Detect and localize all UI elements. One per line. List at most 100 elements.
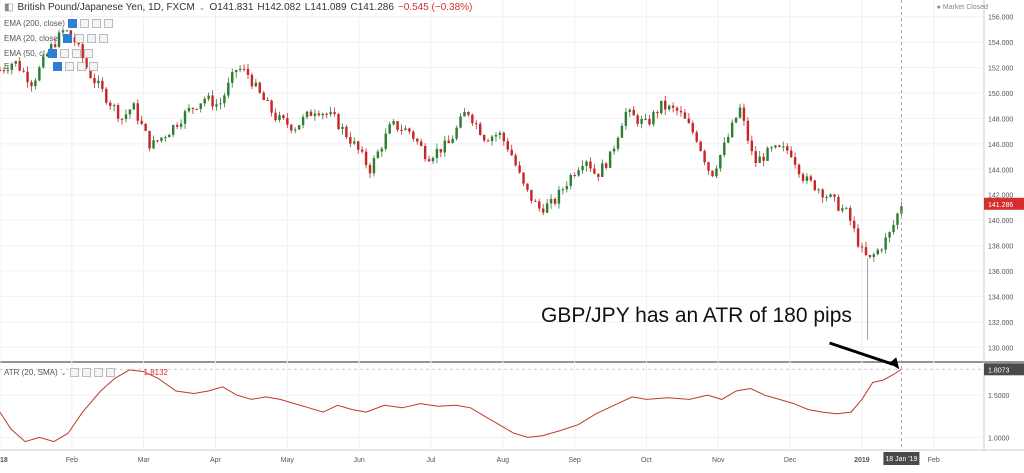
legend-ema-50[interactable]: EMA (50, cl (4, 49, 93, 58)
symbol-label[interactable]: British Pound/Japanese Yen, 1D, FXCM (17, 2, 195, 13)
candle-body (471, 114, 474, 124)
candle-body (506, 141, 509, 150)
low-value: L141.089 (304, 2, 347, 13)
candle-body (246, 68, 250, 75)
candle-body (786, 146, 789, 151)
candle-body (526, 183, 529, 190)
candle-body (801, 174, 805, 181)
open-value: O141.831 (209, 2, 254, 13)
candle-body (333, 112, 336, 115)
add-icon[interactable] (91, 19, 101, 28)
candle-body (345, 126, 348, 138)
candle-body (498, 132, 502, 135)
candle-body (837, 196, 840, 211)
candle-body (148, 130, 151, 149)
price-tick-label: 148.000 (988, 116, 1013, 123)
candle-body (845, 207, 848, 209)
add-icon[interactable] (77, 62, 87, 71)
candle-body (297, 125, 301, 130)
price-tick-label: 142.000 (988, 193, 1013, 200)
candle-body (734, 117, 738, 123)
candle-body (219, 103, 222, 105)
legend-ema-other[interactable]: E (4, 62, 99, 71)
candle-body (400, 129, 403, 131)
visibility-icon[interactable] (47, 49, 57, 58)
settings-icon[interactable] (75, 34, 85, 43)
close-icon[interactable] (103, 19, 113, 28)
close-icon[interactable] (99, 34, 109, 43)
settings-icon[interactable] (59, 49, 69, 58)
candle-body (234, 70, 238, 73)
candle-body (620, 125, 624, 138)
add-icon[interactable] (71, 49, 81, 58)
candle-body (856, 228, 860, 247)
candle-body (849, 207, 852, 221)
candle-body (746, 120, 750, 141)
close-icon[interactable] (105, 368, 115, 377)
candle-body (404, 128, 407, 131)
candle-body (242, 68, 246, 70)
legend-ema-20[interactable]: EMA (20, close) (4, 34, 109, 43)
candle-body (589, 161, 592, 169)
close-icon[interactable] (89, 62, 99, 71)
candle-body (282, 115, 285, 119)
candle-body (726, 136, 730, 143)
time-tick-label: Feb (928, 457, 940, 464)
add-icon[interactable] (93, 368, 103, 377)
candle-body (447, 140, 450, 144)
candle-body (175, 125, 179, 127)
candle-body (93, 78, 96, 84)
candle-body (538, 201, 541, 209)
candle-body (380, 148, 384, 152)
collapse-icon[interactable]: ◧ (4, 2, 14, 13)
add-icon[interactable] (87, 34, 97, 43)
candle-body (805, 176, 809, 181)
candle-body (128, 109, 132, 115)
candle-body (530, 189, 533, 201)
visibility-icon[interactable] (69, 368, 79, 377)
candle-body (73, 37, 77, 43)
settings-icon[interactable] (81, 368, 91, 377)
candle-body (648, 118, 651, 125)
candle-body (97, 80, 100, 84)
legend-ema-200[interactable]: EMA (200, close) (4, 19, 113, 28)
candle-body (715, 168, 718, 177)
candle-body (723, 142, 726, 156)
time-tick-label: May (281, 457, 295, 464)
candle-body (435, 148, 439, 158)
chart-header: ◧ British Pound/Japanese Yen, 1D, FXCM ⌄… (4, 2, 472, 13)
settings-icon[interactable] (65, 62, 75, 71)
candle-body (864, 247, 868, 255)
candle-body (616, 137, 620, 149)
time-tick-label: Sep (568, 457, 581, 464)
candle-body (171, 125, 175, 135)
visibility-icon[interactable] (53, 62, 63, 71)
candle-body (207, 95, 210, 99)
close-icon[interactable] (83, 49, 93, 58)
candle-body (22, 70, 25, 72)
candle-body (888, 232, 891, 238)
chevron-down-icon[interactable]: ⌄ (198, 3, 206, 12)
candle-body (482, 135, 486, 141)
time-tick-label: 2019 (854, 457, 870, 464)
candle-body (750, 140, 754, 152)
atr-legend[interactable]: ATR (20, SMA) ⌄ 1.8132 (4, 368, 168, 377)
atr-tick-label: 1.5000 (988, 393, 1010, 400)
visibility-icon[interactable] (63, 34, 73, 43)
candle-body (136, 103, 139, 121)
candle-body (215, 104, 218, 107)
candle-body (738, 107, 742, 118)
settings-icon[interactable] (79, 19, 89, 28)
candle-body (872, 254, 876, 257)
chevron-down-icon[interactable]: ⌄ (60, 369, 67, 377)
candle-body (817, 189, 820, 191)
atr-series-line (0, 368, 902, 443)
atr-tick-label: 1.0000 (988, 435, 1010, 442)
time-tick-label: Jun (353, 457, 364, 464)
date-label: 18 Jan '19 (885, 456, 917, 463)
candle-body (140, 120, 143, 124)
visibility-icon[interactable] (67, 19, 77, 28)
candle-body (664, 100, 667, 110)
candle-body (112, 105, 116, 107)
